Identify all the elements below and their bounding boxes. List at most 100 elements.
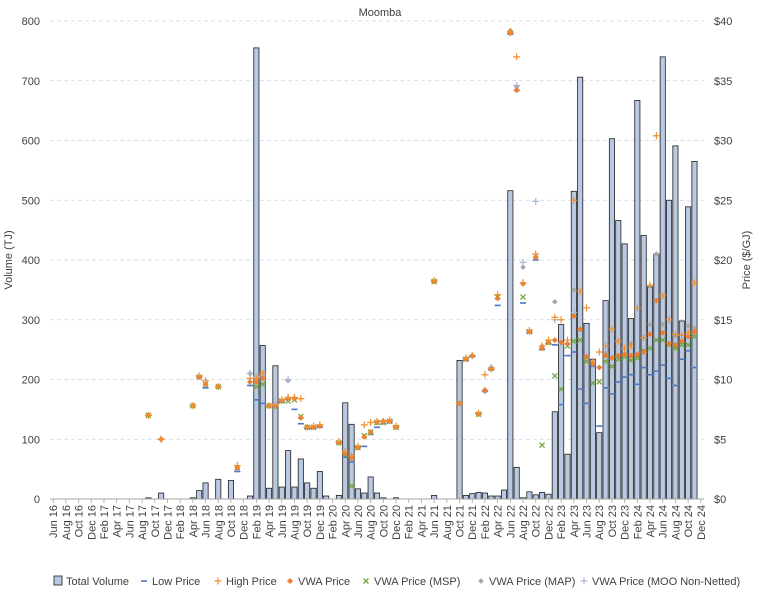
vwa-msp-marker	[615, 356, 622, 363]
x-tick-label: Dec 22	[543, 505, 555, 540]
vwa-msp-marker	[551, 372, 558, 379]
high-price-marker	[551, 313, 559, 321]
y2-tick-label: $10	[714, 375, 732, 387]
x-tick-label: Aug 18	[213, 505, 225, 540]
volume-bar	[272, 365, 279, 500]
vwa-msp-marker	[634, 355, 641, 361]
legend-swatch	[580, 577, 588, 585]
vwa-price-marker	[627, 352, 634, 359]
high-price-marker	[595, 348, 603, 356]
high-price-marker	[513, 53, 521, 61]
volume-bars	[145, 47, 698, 500]
x-tick-label: Dec 19	[315, 505, 327, 540]
legend-swatch	[363, 578, 369, 584]
volume-bar	[253, 47, 260, 500]
vwa-map-marker	[659, 321, 666, 328]
y2-axis-label: Price ($/GJ)	[741, 231, 753, 290]
high-price-marker	[373, 417, 381, 425]
x-tick-label: Dec 20	[391, 505, 403, 540]
x-tick-label: Dec 23	[620, 505, 632, 540]
y-tick-label: 100	[22, 434, 40, 446]
volume-bar	[335, 495, 342, 500]
volume-bar	[469, 493, 476, 500]
high-price-marker	[538, 342, 546, 350]
legend-label: VWA Price (MOO Non-Netted)	[592, 576, 740, 588]
x-tick-label: Jun 17	[124, 505, 136, 538]
high-price-marker	[652, 132, 660, 140]
vwa-moo-marker	[532, 197, 540, 205]
vwa-price-marker	[247, 378, 254, 385]
x-tick-label: Feb 23	[556, 505, 568, 539]
x-tick-label: Oct 16	[74, 505, 86, 537]
high-price-marker	[341, 447, 349, 455]
high-price-marker	[690, 279, 698, 287]
high-price-marker	[430, 276, 438, 284]
x-tick-label: Jun 23	[582, 505, 594, 538]
volume-bar	[634, 100, 641, 500]
volume-bar	[215, 478, 222, 500]
vwa-map-marker	[647, 321, 653, 328]
vwa-moo-marker	[284, 376, 292, 383]
legend-label: Low Price	[152, 576, 200, 588]
high-price-marker	[646, 281, 654, 289]
x-tick-label: Feb 21	[404, 505, 416, 539]
vwa-price-marker	[253, 378, 260, 385]
high-price-marker	[640, 334, 648, 342]
volume-bar	[602, 300, 609, 500]
vwa-price-marker	[640, 349, 647, 356]
high-price-marker	[246, 374, 254, 382]
x-tick-label: Apr 22	[493, 505, 505, 537]
legend-swatch	[287, 578, 293, 584]
volume-bar	[513, 466, 520, 500]
vwa-msp-marker	[596, 378, 603, 385]
volume-bar	[266, 487, 273, 500]
legend-label: VWA Price (MAP)	[489, 576, 575, 588]
high-price-marker	[583, 304, 591, 312]
high-price-marker	[519, 279, 527, 287]
vwa-price-marker	[621, 351, 628, 358]
volume-bar	[202, 482, 209, 500]
legend-swatch	[478, 578, 484, 584]
volume-bar	[158, 492, 165, 500]
high-price-marker	[475, 409, 483, 417]
y-tick-label: 700	[22, 76, 40, 88]
high-price-marker	[621, 344, 629, 352]
vwa-msp-marker	[691, 333, 698, 340]
high-price-marker	[462, 354, 470, 362]
volume-bar	[259, 345, 266, 500]
vwa-map-marker	[551, 299, 558, 305]
vwa-price-marker	[202, 381, 209, 388]
vwa-msp-marker	[602, 358, 609, 365]
high-price-marker	[348, 452, 356, 460]
x-tick-label: Apr 17	[112, 505, 124, 537]
high-price-marker	[602, 342, 610, 350]
vwa-map-marker	[653, 251, 660, 257]
volume-bar	[278, 486, 285, 500]
x-tick-label: Dec 16	[86, 505, 98, 540]
y-tick-label: 600	[22, 136, 40, 148]
high-price-marker	[259, 370, 267, 378]
high-price-marker	[570, 196, 578, 204]
high-price-marker	[379, 417, 387, 425]
x-tick-label: Apr 19	[264, 505, 276, 537]
volume-bar	[285, 450, 292, 500]
high-price-marker	[214, 383, 222, 391]
high-price-marker	[665, 316, 673, 324]
high-price-marker	[525, 327, 533, 335]
volume-bar	[526, 491, 533, 500]
vwa-msp-marker	[659, 337, 666, 344]
x-tick-label: Aug 17	[137, 505, 149, 540]
volume-bar	[475, 492, 482, 500]
vwa-price-marker	[596, 364, 603, 371]
x-tick-label: Oct 23	[607, 505, 619, 537]
vwa-msp-marker	[653, 337, 660, 344]
volume-bar	[367, 476, 374, 500]
x-tick-label: Apr 18	[188, 505, 200, 537]
vwa-msp-marker	[647, 345, 653, 352]
high-price-marker	[614, 337, 622, 345]
high-price-marker	[297, 395, 305, 403]
high-price-marker	[189, 402, 197, 410]
y-tick-label: 0	[34, 494, 40, 506]
x-tick-label: Jun 18	[201, 505, 213, 538]
vwa-msp-marker	[583, 358, 590, 365]
